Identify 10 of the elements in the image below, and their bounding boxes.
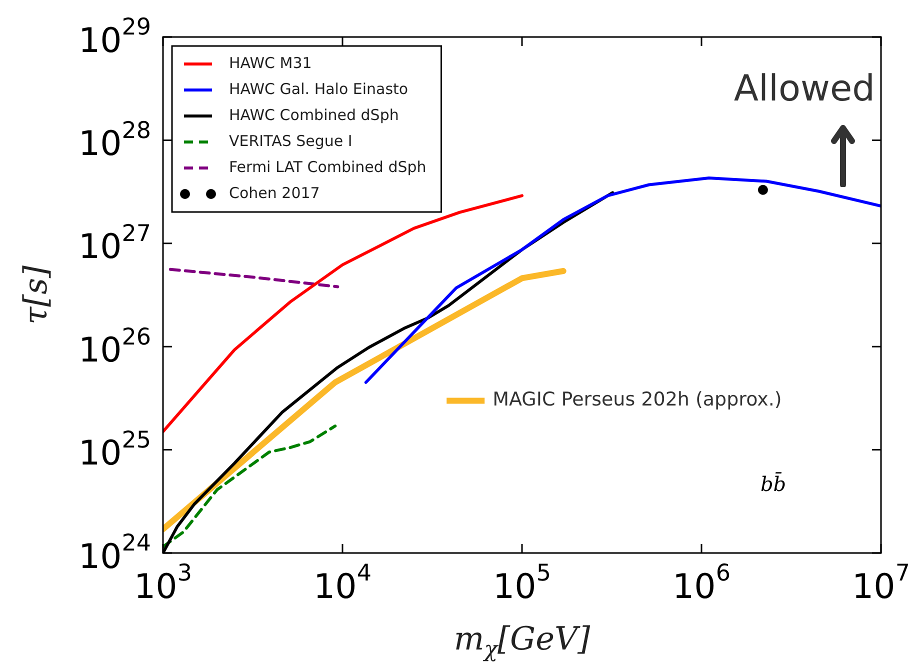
legend-label: VERITAS Segue I (229, 132, 352, 150)
legend-label: HAWC Gal. Halo Einasto (229, 80, 408, 98)
legend-label: MAGIC Perseus 202h (approx.) (492, 388, 782, 411)
legend-label: Cohen 2017 (229, 184, 320, 202)
annotation: bb̄ (760, 472, 786, 496)
legend-label: HAWC M31 (229, 54, 312, 72)
legend-label: HAWC Combined dSph (229, 106, 399, 124)
y-axis-title: τ[s] (16, 264, 54, 325)
annotation: Allowed (734, 68, 876, 110)
legend-label: Fermi LAT Combined dSph (229, 158, 426, 176)
